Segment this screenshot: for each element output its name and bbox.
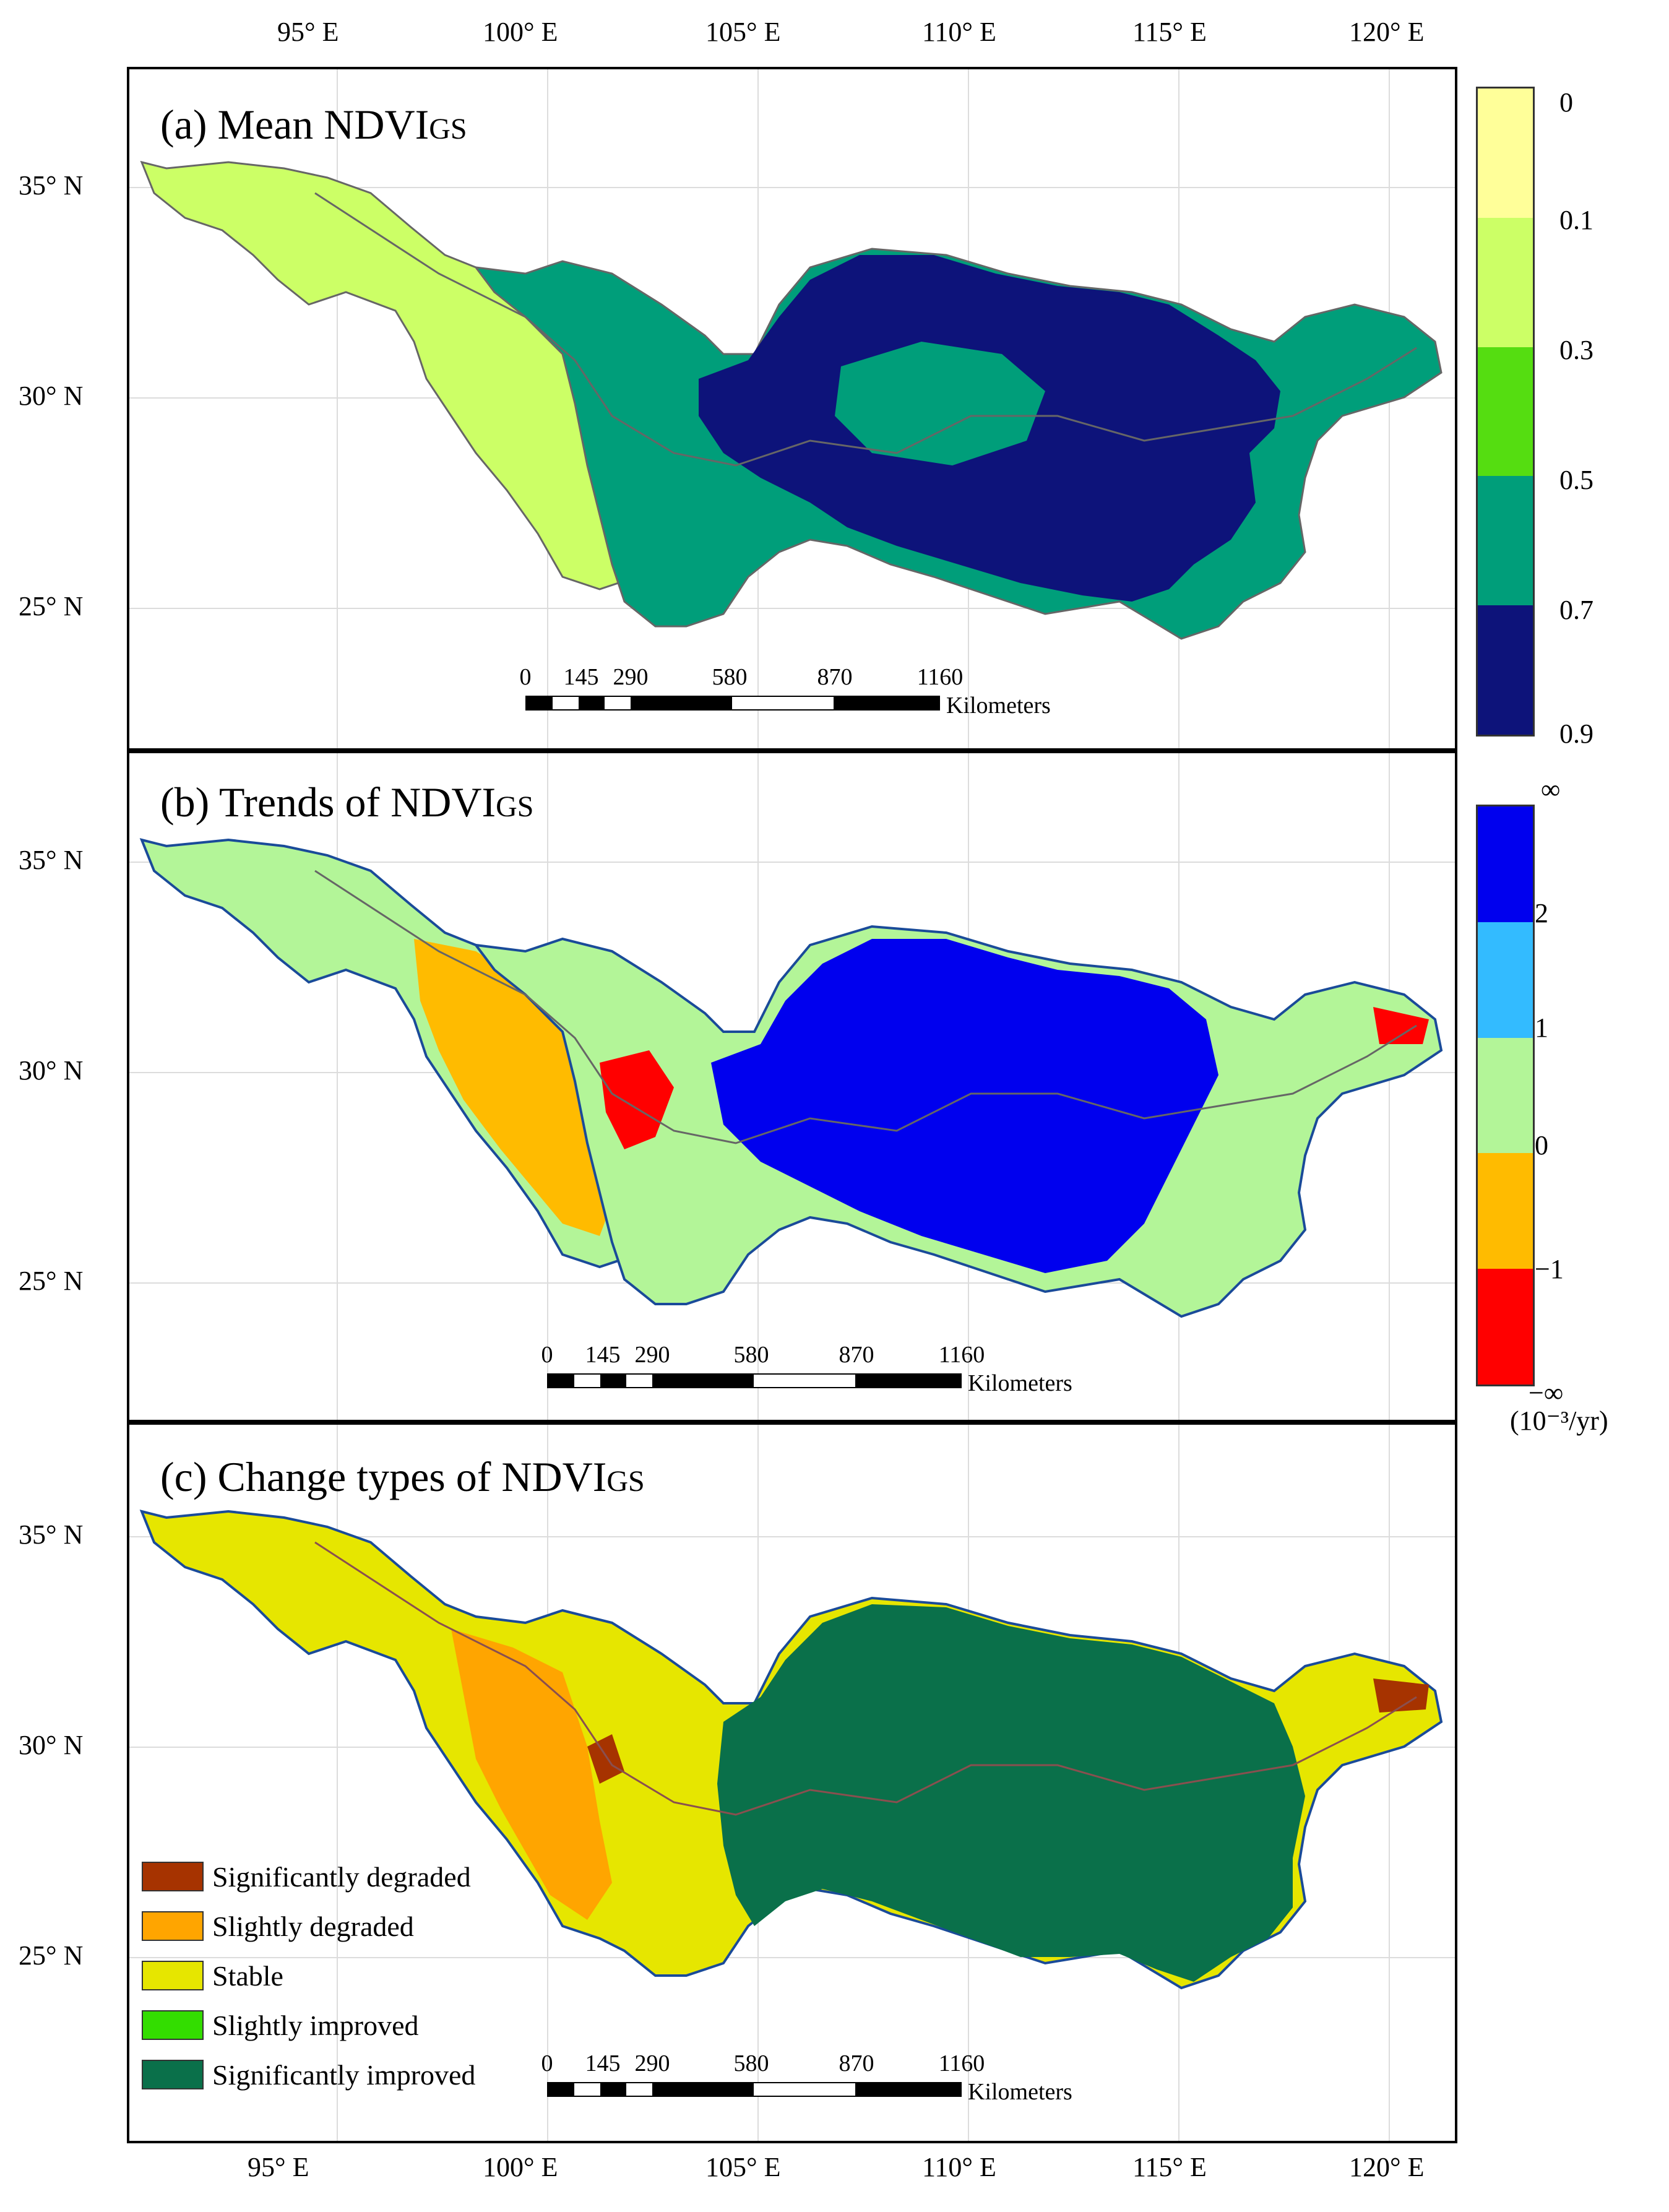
colorbar-a-label: 0.3 bbox=[1559, 335, 1594, 365]
colorbar-segment bbox=[1478, 217, 1533, 347]
lon-label-bottom: 95° E bbox=[248, 2152, 309, 2182]
colorbar-a-label: 0.9 bbox=[1559, 719, 1594, 749]
legend-item: Significantly improved bbox=[142, 2056, 475, 2093]
lat-label: 30° N bbox=[19, 1730, 84, 1760]
legend-item: Significantly degraded bbox=[142, 1858, 471, 1895]
lat-label: 35° N bbox=[19, 1519, 84, 1550]
colorbar-segment bbox=[1478, 89, 1533, 218]
colorbar-b-label: −∞ bbox=[1529, 1378, 1564, 1408]
scale-bar: 0 145 290 580 870 1160 Kilometers bbox=[541, 1342, 1072, 1396]
colorbar-segment bbox=[1478, 806, 1533, 922]
lon-label-top: 105° E bbox=[705, 17, 781, 47]
lat-label: 30° N bbox=[19, 1055, 84, 1086]
colorbar-a-label: 0.7 bbox=[1559, 595, 1594, 625]
river-network bbox=[314, 1541, 1417, 1816]
lon-label-bottom: 100° E bbox=[483, 2152, 558, 2182]
lat-label: 35° N bbox=[19, 845, 84, 875]
lon-label-bottom: 120° E bbox=[1349, 2152, 1425, 2182]
panel-a-mean-ndvi: (a) Mean NDVIGS N 0 145 290 580 870 1160… bbox=[127, 67, 1457, 751]
basin-east-improving bbox=[711, 939, 1218, 1273]
scale-bar: 0 145 290 580 870 1160 Kilometers bbox=[541, 2050, 1072, 2105]
lon-label-bottom: 105° E bbox=[705, 2152, 781, 2182]
colorbar-segment bbox=[1478, 476, 1533, 606]
colorbar-a-label: 0.5 bbox=[1559, 465, 1594, 495]
river-network bbox=[314, 192, 1417, 467]
legend-item: Stable bbox=[142, 1957, 283, 1994]
colorbar-b-label: 1 bbox=[1535, 1013, 1548, 1043]
colorbar-segment bbox=[1478, 1153, 1533, 1269]
lat-label: 30° N bbox=[19, 381, 84, 411]
colorbar-a-label: 0.1 bbox=[1559, 205, 1594, 235]
lat-label: 25° N bbox=[19, 1940, 84, 1971]
lon-label-top: 120° E bbox=[1349, 17, 1425, 47]
central-basin-patch bbox=[835, 342, 1045, 465]
legend-item: Slightly improved bbox=[142, 2007, 419, 2044]
lon-label-top: 100° E bbox=[483, 17, 558, 47]
lon-label-bottom: 110° E bbox=[922, 2152, 996, 2182]
lat-label: 25° N bbox=[19, 1266, 84, 1296]
legend-swatch bbox=[142, 1961, 204, 1990]
lat-label: 35° N bbox=[19, 170, 84, 201]
colorbar-b-label: 2 bbox=[1535, 898, 1548, 928]
colorbar-b bbox=[1476, 805, 1535, 1386]
colorbar-segment bbox=[1478, 1037, 1533, 1154]
legend-swatch bbox=[142, 2060, 204, 2089]
basin-map-b bbox=[139, 838, 1443, 1318]
panel-b-trends: (b) Trends of NDVIGS N 0 145 290 580 870… bbox=[127, 751, 1457, 1422]
scale-bar: 0 145 290 580 870 1160 Kilometers bbox=[519, 664, 1051, 719]
lon-label-bottom: 115° E bbox=[1132, 2152, 1207, 2182]
panel-b-title: (b) Trends of NDVIGS bbox=[160, 779, 534, 826]
lon-label-top: 115° E bbox=[1132, 17, 1207, 47]
colorbar-b-label: ∞ bbox=[1541, 774, 1561, 805]
lat-label: 25° N bbox=[19, 591, 84, 621]
lon-label-top: 110° E bbox=[922, 17, 996, 47]
lon-label-top: 95° E bbox=[277, 17, 339, 47]
colorbar-segment bbox=[1478, 605, 1533, 735]
degraded-patches bbox=[451, 1629, 612, 1920]
river-network bbox=[314, 870, 1417, 1144]
basin-map-c bbox=[139, 1510, 1443, 1990]
colorbar-a-label: 0 bbox=[1559, 87, 1573, 118]
colorbar-segment bbox=[1478, 1269, 1533, 1385]
panel-c-title: (c) Change types of NDVIGS bbox=[160, 1453, 645, 1500]
colorbar-segment bbox=[1478, 347, 1533, 477]
basin-map-a bbox=[140, 160, 1443, 640]
colorbar-b-unit: (10⁻³/yr) bbox=[1510, 1406, 1608, 1436]
colorbar-segment bbox=[1478, 922, 1533, 1038]
basin-west bbox=[140, 160, 638, 590]
colorbar-b-label: −1 bbox=[1535, 1254, 1564, 1284]
colorbar-b-label: 0 bbox=[1535, 1130, 1548, 1160]
panel-a-title: (a) Mean NDVIGS bbox=[160, 101, 467, 148]
legend-swatch bbox=[142, 2010, 204, 2040]
colorbar-a bbox=[1476, 87, 1535, 737]
significantly-improved-area bbox=[717, 1604, 1305, 1982]
legend-swatch bbox=[142, 1862, 204, 1891]
panel-c-change-types: (c) Change types of NDVIGS N Significant… bbox=[127, 1422, 1457, 2143]
legend-swatch bbox=[142, 1911, 204, 1941]
legend-item: Slightly degraded bbox=[142, 1907, 414, 1945]
